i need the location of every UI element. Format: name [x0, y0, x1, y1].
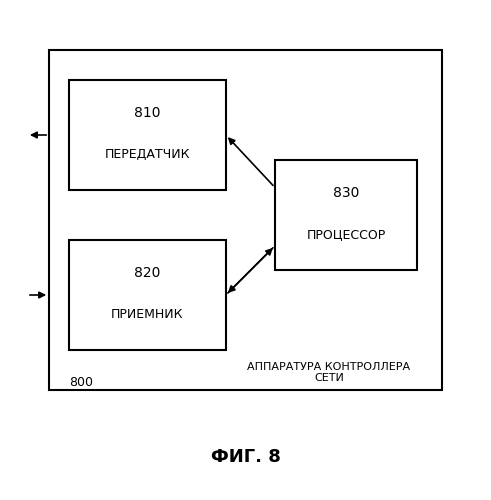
Text: ПРИЕМНИК: ПРИЕМНИК [111, 308, 184, 322]
Bar [49, 50, 442, 390]
Text: ПЕРЕДАТЧИК: ПЕРЕДАТЧИК [105, 148, 190, 162]
Text: 830: 830 [333, 186, 359, 200]
Bar [275, 160, 417, 270]
Text: ПРОЦЕССОР: ПРОЦЕССОР [306, 228, 386, 241]
Text: 820: 820 [134, 266, 161, 280]
Bar [69, 80, 226, 190]
Text: 810: 810 [134, 106, 161, 120]
Text: ФИГ. 8: ФИГ. 8 [211, 448, 280, 466]
Text: АППАРАТУРА КОНТРОЛЛЕРА
СЕТИ: АППАРАТУРА КОНТРОЛЛЕРА СЕТИ [247, 362, 410, 384]
Bar [69, 240, 226, 350]
Text: 800: 800 [69, 376, 93, 389]
